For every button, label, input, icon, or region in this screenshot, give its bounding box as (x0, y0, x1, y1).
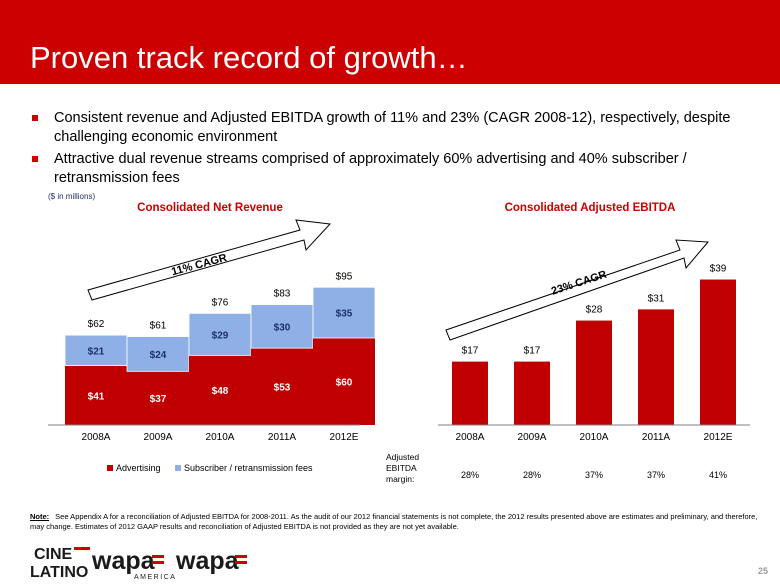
ebitda-bar (514, 361, 550, 425)
total-value-label: $76 (212, 297, 229, 308)
revenue-category-label: 2012E (330, 432, 359, 443)
bullet-list: Consistent revenue and Adjusted EBITDA g… (30, 109, 760, 191)
legend-advertising-label: Advertising (116, 463, 161, 473)
bullet-item: Attractive dual revenue streams comprise… (30, 150, 760, 188)
subscriber-bar (188, 312, 252, 356)
cine-latino-top-text: CINE (34, 546, 73, 563)
ebitda-bar (700, 279, 736, 425)
advertising-bar (127, 371, 189, 425)
bullet-item: Consistent revenue and Adjusted EBITDA g… (30, 109, 760, 147)
revenue-category-label: 2011A (268, 432, 297, 443)
ebitda-category-label: 2011A (642, 432, 671, 443)
legend-subscriber-label: Subscriber / retransmission fees (184, 463, 313, 473)
ebitda-value-label: $17 (462, 346, 479, 357)
ebitda-category-label: 2008A (456, 432, 485, 443)
title-bar: Proven track record of growth… (0, 0, 780, 84)
wapa-logo: wapa (175, 547, 247, 575)
subscriber-bar (312, 286, 376, 339)
subscriber-value-label: $29 (212, 330, 229, 341)
subscriber-value-label: $21 (88, 346, 105, 357)
margin-label-line: EBITDA (386, 463, 417, 473)
subscriber-value-label: $30 (274, 322, 291, 333)
total-value-label: $61 (150, 321, 167, 332)
units-label: ($ in millions) (48, 192, 96, 201)
subscriber-bar (64, 334, 128, 366)
ebitda-bar (638, 309, 674, 425)
advertising-value-label: $48 (212, 386, 229, 397)
ebitda-cagr-arrow (445, 239, 710, 341)
slide-title: Proven track record of growth… (30, 40, 468, 75)
subscriber-value-label: $24 (150, 350, 167, 361)
margin-value: 37% (646, 470, 665, 480)
wapa-accent-bar (235, 561, 247, 564)
ebitda-chart-title: Consolidated Adjusted EBITDA (504, 202, 676, 214)
wapa-america-sub-text: AMERICA (134, 574, 176, 581)
revenue-category-label: 2009A (144, 432, 173, 443)
ebitda-value-label: $31 (648, 293, 665, 304)
bullet-square-icon (32, 156, 38, 162)
total-value-label: $95 (336, 271, 353, 282)
revenue-cagr-label: 11% CAGR (170, 252, 228, 278)
legend-advertising-swatch (107, 465, 113, 471)
margin-value: 37% (584, 470, 603, 480)
advertising-value-label: $37 (150, 394, 167, 405)
margin-value: 28% (460, 470, 479, 480)
ebitda-category-label: 2012E (704, 432, 733, 443)
cine-latino-logo: CINE LATINO (30, 546, 90, 581)
advertising-bar (189, 355, 251, 425)
ebitda-value-label: $17 (524, 346, 541, 357)
total-value-label: $83 (274, 289, 291, 300)
wapa-accent-bar (235, 555, 247, 558)
advertising-value-label: $60 (336, 378, 353, 389)
revenue-category-label: 2008A (82, 432, 111, 443)
footnote: Note: See Appendix A for a reconciliation… (30, 512, 765, 532)
ebitda-category-label: 2009A (518, 432, 547, 443)
total-value-label: $62 (88, 319, 105, 330)
subscriber-value-label: $35 (336, 309, 353, 320)
page-number: 25 (757, 566, 768, 576)
bullet-square-icon (32, 115, 38, 121)
subscriber-bar (126, 336, 190, 372)
wapa-america-accent-bar (152, 561, 164, 564)
wapa-america-text: wapa (91, 547, 156, 575)
cine-latino-bottom-text: LATINO (30, 564, 88, 581)
advertising-bar (251, 348, 313, 425)
margin-value: 28% (522, 470, 541, 480)
margin-label-line: margin: (386, 474, 415, 484)
ebitda-margin-label: Adjusted EBITDA margin: (386, 452, 419, 485)
wapa-america-logo: wapa AMERICA (91, 547, 176, 581)
ebitda-value-label: $28 (586, 305, 603, 316)
ebitda-bar (576, 320, 612, 425)
ebitda-value-label: $39 (710, 264, 727, 275)
margin-label-line: Adjusted (386, 452, 420, 462)
cine-accent-bar (74, 547, 90, 550)
ebitda-bar (452, 361, 488, 425)
note-label: Note: (30, 512, 50, 521)
logos: CINE LATINO wapa AMERICA wapa (30, 546, 247, 581)
revenue-cagr-arrow (87, 219, 332, 301)
wapa-text: wapa (175, 547, 240, 575)
legend-subscriber-swatch (175, 465, 181, 471)
revenue-category-label: 2010A (206, 432, 235, 443)
bullet-text: Consistent revenue and Adjusted EBITDA g… (54, 110, 731, 145)
advertising-value-label: $41 (88, 391, 105, 402)
margin-value: 41% (708, 470, 727, 480)
advertising-bar (65, 365, 127, 425)
ebitda-category-label: 2010A (580, 432, 609, 443)
bullet-text: Attractive dual revenue streams comprise… (54, 151, 687, 186)
wapa-america-accent-bar (152, 555, 164, 558)
advertising-bar (313, 338, 375, 425)
advertising-value-label: $53 (274, 383, 291, 394)
revenue-chart-title: Consolidated Net Revenue (137, 202, 283, 214)
note-text: See Appendix A for a reconciliation of A… (30, 512, 758, 531)
